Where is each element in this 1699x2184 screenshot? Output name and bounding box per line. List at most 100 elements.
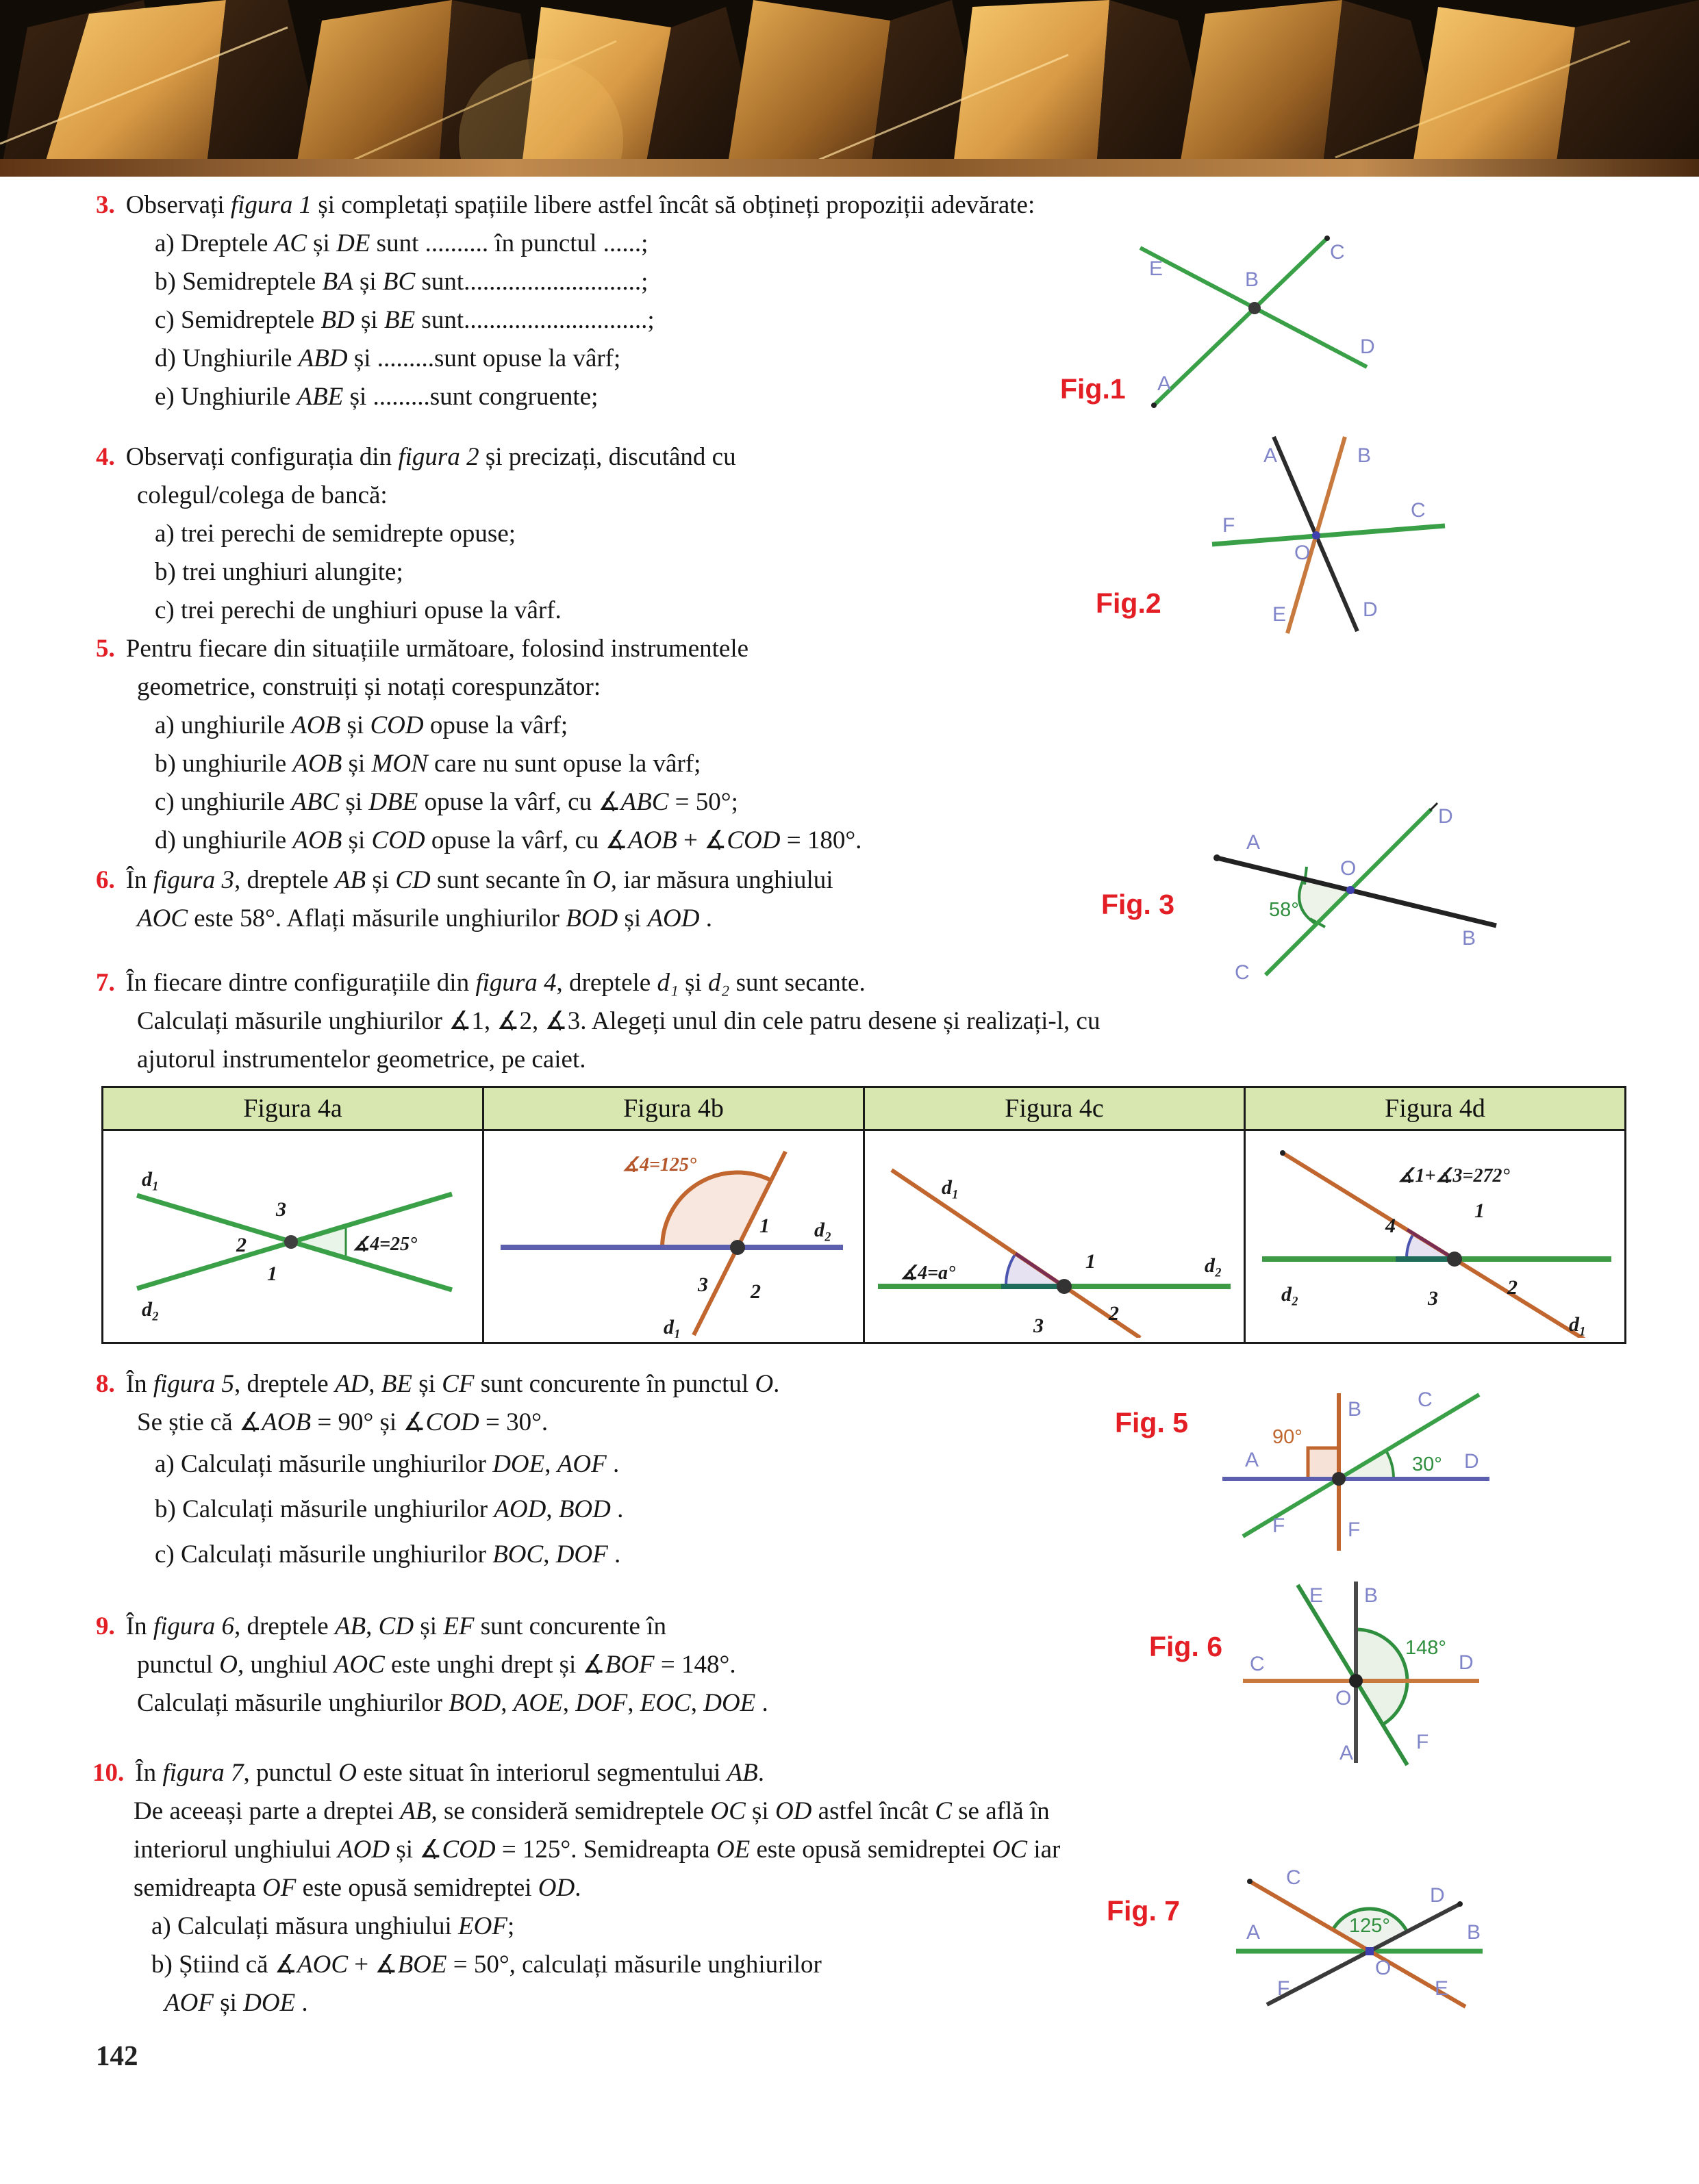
fig4a-angle-2: 2	[236, 1234, 247, 1256]
fig4d-angle-3: 3	[1427, 1287, 1438, 1310]
exercise-10-line1: În figura 7, punctul O este situat în in…	[135, 1759, 764, 1787]
exercise-8-item-b: b) Calculați măsurile unghiurilor AOD, B…	[155, 1495, 624, 1523]
fig5-point-O-dot	[1332, 1472, 1346, 1486]
figura4d-header: Figura 4d	[1244, 1086, 1626, 1131]
figura4b-diagram: ∡4=125° 1 3 2 d₂ d₁	[501, 1150, 843, 1338]
exercise-10-line4: semidreapta OF este opusă semidreptei OD…	[134, 1874, 581, 1902]
exercise-4-item-c: c) trei perechi de unghiuri opuse la vâr…	[155, 596, 562, 624]
fig6-diagram: 148° E B C D O A F	[1243, 1582, 1479, 1766]
fig3-line-AB	[1216, 855, 1497, 928]
page-number: 142	[96, 2040, 138, 2071]
fig6-angle-value: 148°	[1405, 1637, 1446, 1659]
exercise-10-item-b: b) Știind că ∡AOC + ∡BOE = 50°, calculaț…	[151, 1951, 822, 1979]
fig7-label-D: D	[1430, 1884, 1445, 1907]
exercise-10-line2: De aceeași parte a dreptei AB, se consid…	[134, 1797, 1050, 1825]
fig4d-angle-1: 1	[1474, 1199, 1485, 1222]
fig1-line-AC	[1152, 236, 1329, 407]
fig7-label-C: C	[1286, 1866, 1301, 1889]
fig2-line-FC	[1211, 523, 1446, 547]
fig2-diagram: A B C F O E D	[1211, 435, 1446, 634]
fig5-label-F-orange: F	[1348, 1519, 1360, 1541]
exercise-5-item-d: d) unghiurile AOB și COD opuse la vârf, …	[155, 826, 862, 854]
fig4b-angle-arc	[660, 1169, 772, 1247]
fig4c-angle-2: 2	[1108, 1302, 1119, 1325]
exercise-3-intro-line: 3. Observați figura 1 și completați spați…	[96, 186, 1035, 225]
figura4a-cell: d₁ d₂ 3 2 1 ∡4=25°	[101, 1129, 484, 1344]
fig4c-label-d2: d₂	[1205, 1254, 1222, 1277]
fig4d-label-d2: d₂	[1281, 1283, 1298, 1306]
exercise-5-line2: geometrice, construiți și notați corespu…	[137, 673, 601, 701]
fig7-label-O: O	[1375, 1957, 1391, 1979]
fig3-label-A: A	[1246, 831, 1260, 854]
fig5-label-A: A	[1245, 1449, 1259, 1471]
fig4c-note: ∡4=a°	[901, 1262, 955, 1284]
figura4c-header: Figura 4c	[863, 1086, 1246, 1131]
fig1-label-D: D	[1360, 335, 1375, 358]
figura4a-header: Figura 4a	[101, 1086, 484, 1131]
figura4d-cell: ∡1+∡3=272° 4 1 2 3 d₂ d₁	[1244, 1129, 1626, 1344]
fig4b-angle-3: 3	[697, 1273, 708, 1296]
fig6-point-O-dot	[1349, 1674, 1363, 1688]
exercise-10: 10. În figura 7, punctul O este situat în…	[92, 1754, 1060, 2022]
fig3-point-O-dot	[1346, 886, 1355, 894]
exercise-7-number: 7.	[96, 969, 115, 997]
fig6-label-A: A	[1339, 1742, 1353, 1764]
fig7-diagram: 125° C D A B O F E	[1236, 1866, 1483, 2009]
fig7-label-E: E	[1435, 1977, 1448, 2000]
exercise-8-item-a: a) Calculați măsurile unghiurilor DOE, A…	[155, 1450, 620, 1478]
exercise-9-line2: punctul O, unghiul AOC este unghi drept …	[137, 1651, 736, 1679]
figura4-table: Figura 4a Figura 4b Figura 4c Figura 4d …	[101, 1086, 1626, 1344]
fig6-label-C: C	[1250, 1653, 1265, 1675]
fig4b-angle-2: 2	[750, 1280, 761, 1303]
fig4b-note: ∡4=125°	[622, 1154, 696, 1176]
fig7-point-O-dot	[1366, 1947, 1374, 1955]
exercise-6-line2: AOC este 58°. Aflați măsurile unghiurilo…	[137, 904, 712, 932]
exercise-3-item-b: b) Semidreptele BA și BC sunt...........…	[155, 268, 649, 296]
fig1-diagram: E B C A D	[1139, 236, 1375, 408]
fig4c-angle-3: 3	[1033, 1315, 1044, 1337]
fig6-caption: Fig. 6	[1149, 1631, 1223, 1662]
exercise-6-number: 6.	[96, 866, 115, 894]
exercise-3-number: 3.	[96, 191, 115, 219]
exercise-5-item-c: c) unghiurile ABC și DBE opuse la vârf, …	[155, 788, 738, 816]
exercise-7: 7. În fiecare dintre configurațiile din f…	[96, 964, 1100, 1079]
figura4-header-row: Figura 4a Figura 4b Figura 4c Figura 4d	[101, 1086, 1626, 1131]
fig4b-vertex-dot	[730, 1239, 745, 1255]
fig3-label-C: C	[1235, 961, 1250, 984]
fig4b-label-d1: d₁	[664, 1316, 681, 1338]
figura4c-cell: ∡4=a° d₁ 1 d₂ 2 3	[863, 1129, 1246, 1344]
exercise-5-item-b: b) unghiurile AOB și MON care nu sunt op…	[155, 750, 701, 778]
fig4c-angle-1: 1	[1085, 1250, 1096, 1273]
fig5-line-CF	[1242, 1393, 1481, 1538]
exercise-10-item-a: a) Calculați măsura unghiului EOF;	[151, 1912, 515, 1940]
fig5-caption: Fig. 5	[1115, 1407, 1189, 1438]
exercise-6: 6. În figura 3, dreptele AB și CD sunt se…	[96, 861, 833, 938]
fig1-label-A: A	[1157, 372, 1171, 395]
fig7-line-FD	[1266, 1902, 1461, 2007]
exercise-7-line3: ajutorul instrumentelor geometrice, pe c…	[137, 1045, 586, 1074]
fig3-angle-value: 58°	[1269, 899, 1299, 921]
fig4b-angle-1: 1	[759, 1215, 770, 1237]
fig1-caption: Fig.1	[1060, 373, 1126, 405]
header-banner-image	[0, 0, 1699, 177]
figura4b-cell: ∡4=125° 1 3 2 d₂ d₁	[482, 1129, 865, 1344]
fig4b-label-d2: d₂	[814, 1219, 831, 1241]
fig2-label-D: D	[1363, 598, 1378, 621]
fig2-label-F: F	[1222, 514, 1235, 537]
fig2-caption: Fig.2	[1096, 587, 1161, 619]
exercise-5-item-a: a) unghiurile AOB și COD opuse la vârf;	[155, 711, 568, 739]
fig7-caption: Fig. 7	[1107, 1895, 1181, 1927]
fig6-label-F: F	[1416, 1731, 1429, 1753]
fig4c-label-d1: d₁	[942, 1176, 959, 1199]
fig3-diagram: 58° A D O B C	[1213, 802, 1497, 984]
fig2-label-A: A	[1263, 444, 1277, 467]
fig7-angle-arc	[1331, 1907, 1409, 1933]
exercise-9-number: 9.	[96, 1612, 115, 1640]
exercise-3-item-a: a) Dreptele AC și DE sunt .......... în …	[155, 229, 649, 257]
figura4-diagram-row: d₁ d₂ 3 2 1 ∡4=25° ∡4=125° 1 3	[101, 1129, 1626, 1344]
exercise-4-item-b: b) trei unghiuri alungite;	[155, 558, 403, 586]
fig1-label-C: C	[1330, 241, 1345, 264]
fig3-caption: Fig. 3	[1101, 889, 1175, 920]
exercise-9-line3: Calculați măsurile unghiurilor BOD, AOE,…	[137, 1689, 768, 1717]
fig4a-angle-1: 1	[267, 1262, 277, 1285]
